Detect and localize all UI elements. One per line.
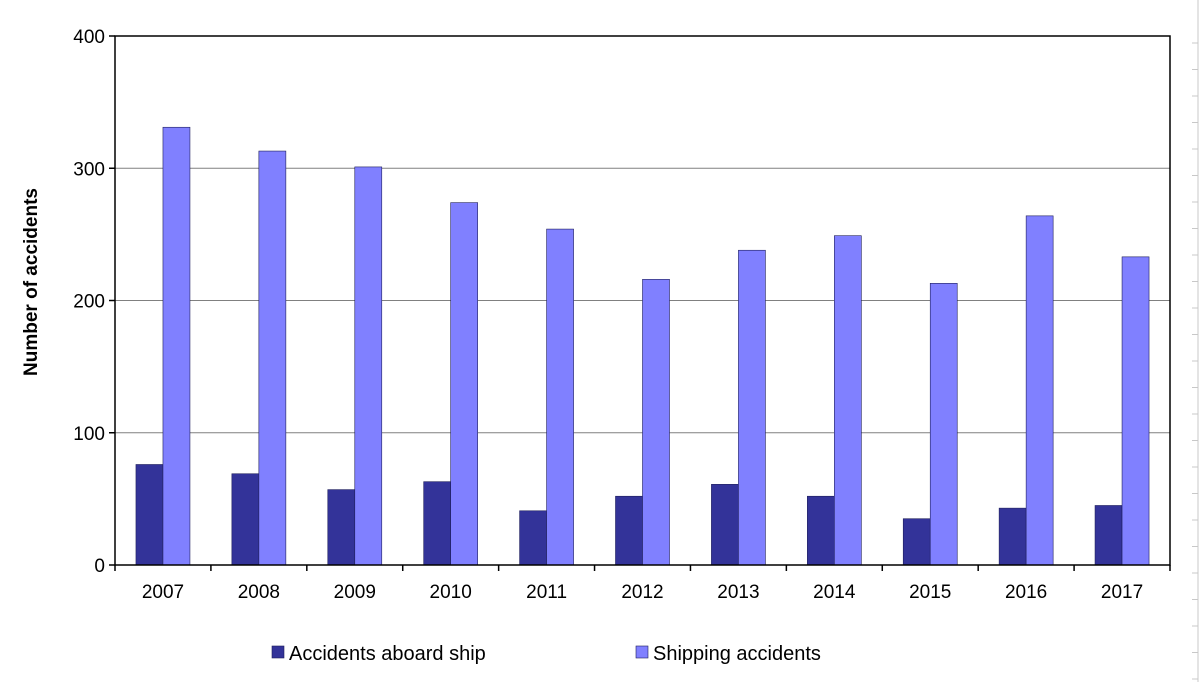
bar-aboard-ship-2012 (615, 495, 643, 566)
y-tick-label: 100 (73, 424, 105, 445)
x-tick-label: 2010 (430, 582, 472, 603)
x-tick-label: 2009 (334, 582, 376, 603)
x-tick-label: 2015 (909, 582, 951, 603)
y-axis-ticks: 0 100 200 300 400 (73, 27, 115, 577)
x-tick-label: 2007 (142, 582, 184, 603)
bar-aboard-ship-2013 (711, 484, 739, 566)
y-tick-label: 400 (73, 27, 105, 48)
bar-aboard-ship-2008 (231, 473, 260, 566)
bar-aboard-ship-2017 (1094, 505, 1123, 566)
x-tick-label: 2012 (621, 582, 663, 603)
bar-aboard-ship-2014 (807, 495, 835, 566)
bars (135, 126, 1150, 566)
right-edge-decoration (1192, 0, 1199, 682)
bar-shipping-2015 (929, 283, 958, 566)
x-tick-label: 2008 (238, 582, 280, 603)
bar-shipping-2008 (258, 150, 287, 566)
bar-shipping-2012 (642, 279, 670, 566)
bar-shipping-2014 (834, 235, 862, 566)
legend-swatch (271, 645, 285, 659)
bar-aboard-ship-2009 (327, 489, 356, 566)
bar-shipping-2016 (1025, 215, 1054, 566)
y-tick-label: 200 (73, 292, 105, 313)
legend-swatch (635, 645, 649, 659)
legend-label: Accidents aboard ship (289, 643, 486, 665)
x-tick-label: 2017 (1101, 582, 1143, 603)
x-tick-label: 2013 (717, 582, 759, 603)
bar-aboard-ship-2015 (902, 518, 931, 566)
bar-shipping-2013 (738, 249, 766, 566)
legend-label: Shipping accidents (653, 643, 821, 665)
bar-aboard-ship-2011 (519, 510, 547, 566)
x-tick-label: 2011 (526, 582, 567, 603)
y-tick-label: 300 (73, 159, 105, 180)
x-axis-ticks: 2007 2008 2009 2010 2011 2012 2013 2014 2015 2016… (114, 565, 1171, 603)
bar-shipping-2017 (1121, 256, 1150, 566)
y-axis-title: Number of accidents (21, 188, 42, 376)
legend: Accidents aboard ship Shipping accidents (271, 643, 821, 665)
bar-aboard-ship-2007 (135, 464, 164, 566)
bar-shipping-2009 (354, 166, 383, 566)
bar-aboard-ship-2016 (998, 507, 1027, 566)
bar-shipping-2011 (546, 228, 574, 566)
y-tick-label: 0 (94, 556, 105, 577)
bar-shipping-2007 (162, 126, 191, 566)
bar-aboard-ship-2010 (423, 481, 451, 566)
x-tick-label: 2016 (1005, 582, 1047, 603)
bar-shipping-2010 (450, 202, 478, 566)
x-tick-label: 2014 (813, 582, 856, 603)
